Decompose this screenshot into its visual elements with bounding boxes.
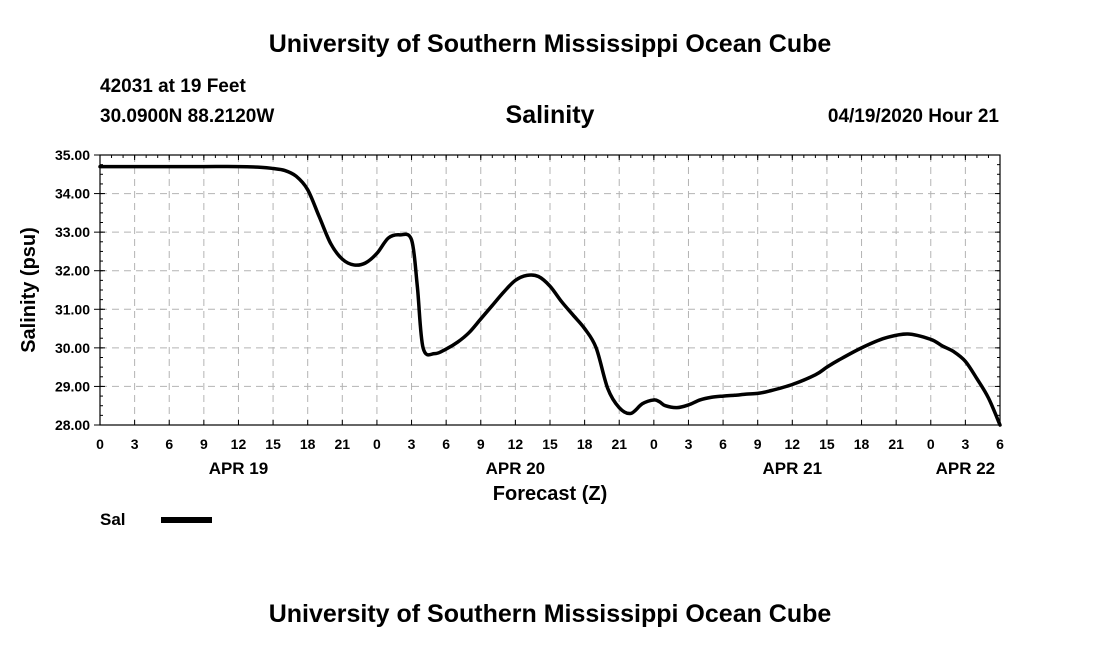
coordinates-label: 30.0900N 88.2120W (100, 106, 275, 127)
day-label: APR 19 (209, 459, 269, 478)
x-tick-label: 9 (754, 436, 762, 452)
x-tick-labels: 0 3 6 9 12 15 18 21 0 3 6 9 12 15 18 21 0 3 6 9 12 15 18 21 0 3 6 (96, 436, 1004, 452)
day-labels: APR 19 APR 20 APR 21 APR 22 (209, 459, 995, 478)
x-tick-label: 12 (508, 436, 524, 452)
x-tick-label: 3 (131, 436, 139, 452)
x-tick-label: 12 (785, 436, 801, 452)
x-tick-label: 21 (888, 436, 904, 452)
x-tick-label: 6 (442, 436, 450, 452)
x-tick-label: 3 (685, 436, 693, 452)
x-tick-label: 6 (165, 436, 173, 452)
x-tick-label: 9 (200, 436, 208, 452)
x-tick-label: 0 (927, 436, 935, 452)
day-label: APR 21 (763, 459, 823, 478)
legend-label: Sal (100, 510, 126, 529)
day-label: APR 20 (486, 459, 546, 478)
y-tick-label: 32.00 (55, 263, 90, 279)
x-tick-label: 0 (650, 436, 658, 452)
y-tick-label: 28.00 (55, 417, 90, 433)
forecast-datetime: 04/19/2020 Hour 21 (827, 106, 999, 127)
axis-ticks (94, 154, 1001, 426)
x-tick-label: 21 (335, 436, 351, 452)
x-tick-label: 0 (96, 436, 104, 452)
x-tick-label: 18 (577, 436, 593, 452)
chart-title: Salinity (505, 101, 595, 129)
x-tick-label: 15 (542, 436, 558, 452)
y-tick-labels: 28.00 29.00 30.00 31.00 32.00 33.00 34.00 35.00 (55, 147, 90, 433)
series-line-sal (98, 164, 1002, 427)
x-tick-label: 6 (719, 436, 727, 452)
grid-lines (100, 155, 1000, 425)
y-tick-label: 33.00 (55, 224, 90, 240)
y-tick-label: 34.00 (55, 186, 90, 202)
y-tick-label: 35.00 (55, 147, 90, 163)
x-tick-label: 3 (408, 436, 416, 452)
x-tick-label: 18 (854, 436, 870, 452)
x-tick-label: 0 (373, 436, 381, 452)
x-tick-label: 6 (996, 436, 1004, 452)
x-tick-label: 3 (961, 436, 969, 452)
x-tick-label: 15 (265, 436, 281, 452)
footer-title: University of Southern Mississippi Ocean… (268, 600, 832, 628)
x-tick-label: 12 (231, 436, 247, 452)
day-label: APR 22 (936, 459, 996, 478)
x-tick-label: 21 (611, 436, 627, 452)
x-tick-label: 9 (477, 436, 485, 452)
y-tick-label: 29.00 (55, 378, 90, 394)
x-tick-label: 15 (819, 436, 835, 452)
y-axis-label: Salinity (psu) (18, 227, 40, 353)
y-tick-label: 30.00 (55, 340, 90, 356)
x-axis-label: Forecast (Z) (493, 483, 607, 505)
station-label: 42031 at 19 Feet (100, 76, 246, 97)
page-title: University of Southern Mississippi Ocean… (268, 30, 832, 58)
y-tick-label: 31.00 (55, 301, 90, 317)
x-tick-label: 18 (300, 436, 316, 452)
